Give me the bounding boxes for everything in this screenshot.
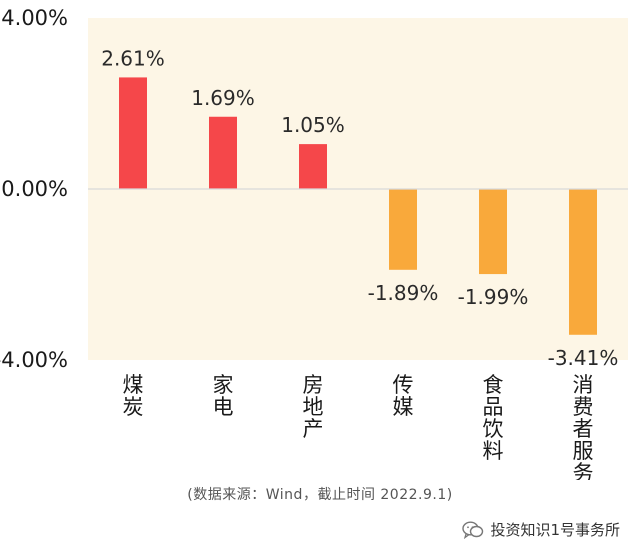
category-char: 饮: [483, 417, 504, 441]
bar: [389, 189, 417, 270]
category-char: 煤: [123, 373, 144, 397]
category-label: 煤炭: [123, 373, 144, 419]
category-label: 传媒: [393, 373, 414, 419]
category-char: 服: [573, 439, 594, 463]
category-char: 媒: [393, 395, 414, 419]
category-label: 家电: [213, 373, 234, 419]
category-label: 房地产: [303, 373, 324, 441]
bar: [299, 144, 327, 189]
watermark-text: 投资知识1号事务所: [490, 521, 620, 539]
y-tick-label: 4.00%: [1, 6, 68, 30]
bar: [209, 116, 237, 189]
category-char: 消: [573, 373, 594, 397]
category-char: 电: [213, 395, 234, 419]
category-char: 务: [573, 461, 594, 480]
category-char: 食: [483, 373, 504, 397]
category-char: 品: [483, 395, 504, 419]
category-char: 房: [303, 373, 324, 397]
category-char: 料: [483, 439, 504, 463]
category-char: 者: [573, 417, 594, 441]
bar: [569, 189, 597, 335]
category-char: 炭: [123, 395, 144, 419]
category-char: 产: [303, 417, 324, 441]
category-char: 费: [573, 395, 594, 419]
category-char: 家: [213, 373, 234, 397]
data-label: 1.69%: [191, 86, 255, 110]
bar-chart: 4.00% 0.00% -4.00% 2.61% 1.69% 1.05% -1.89% -1…: [0, 6, 628, 480]
category-char: 地: [303, 395, 324, 419]
watermark: 投资知识1号事务所: [462, 519, 620, 540]
data-label: -1.99%: [458, 285, 529, 309]
y-tick-label: -4.00%: [0, 348, 68, 372]
category-char: 传: [393, 373, 414, 397]
data-label: 1.05%: [281, 113, 345, 137]
wechat-icon: [462, 520, 484, 539]
data-label: 2.61%: [101, 46, 165, 70]
source-note: (数据来源：Wind，截止时间 2022.9.1): [187, 487, 453, 503]
data-label: -1.89%: [368, 281, 439, 305]
data-label: -3.41%: [548, 346, 619, 370]
bar: [119, 77, 147, 189]
bar: [479, 189, 507, 275]
y-tick-label: 0.00%: [1, 177, 68, 201]
